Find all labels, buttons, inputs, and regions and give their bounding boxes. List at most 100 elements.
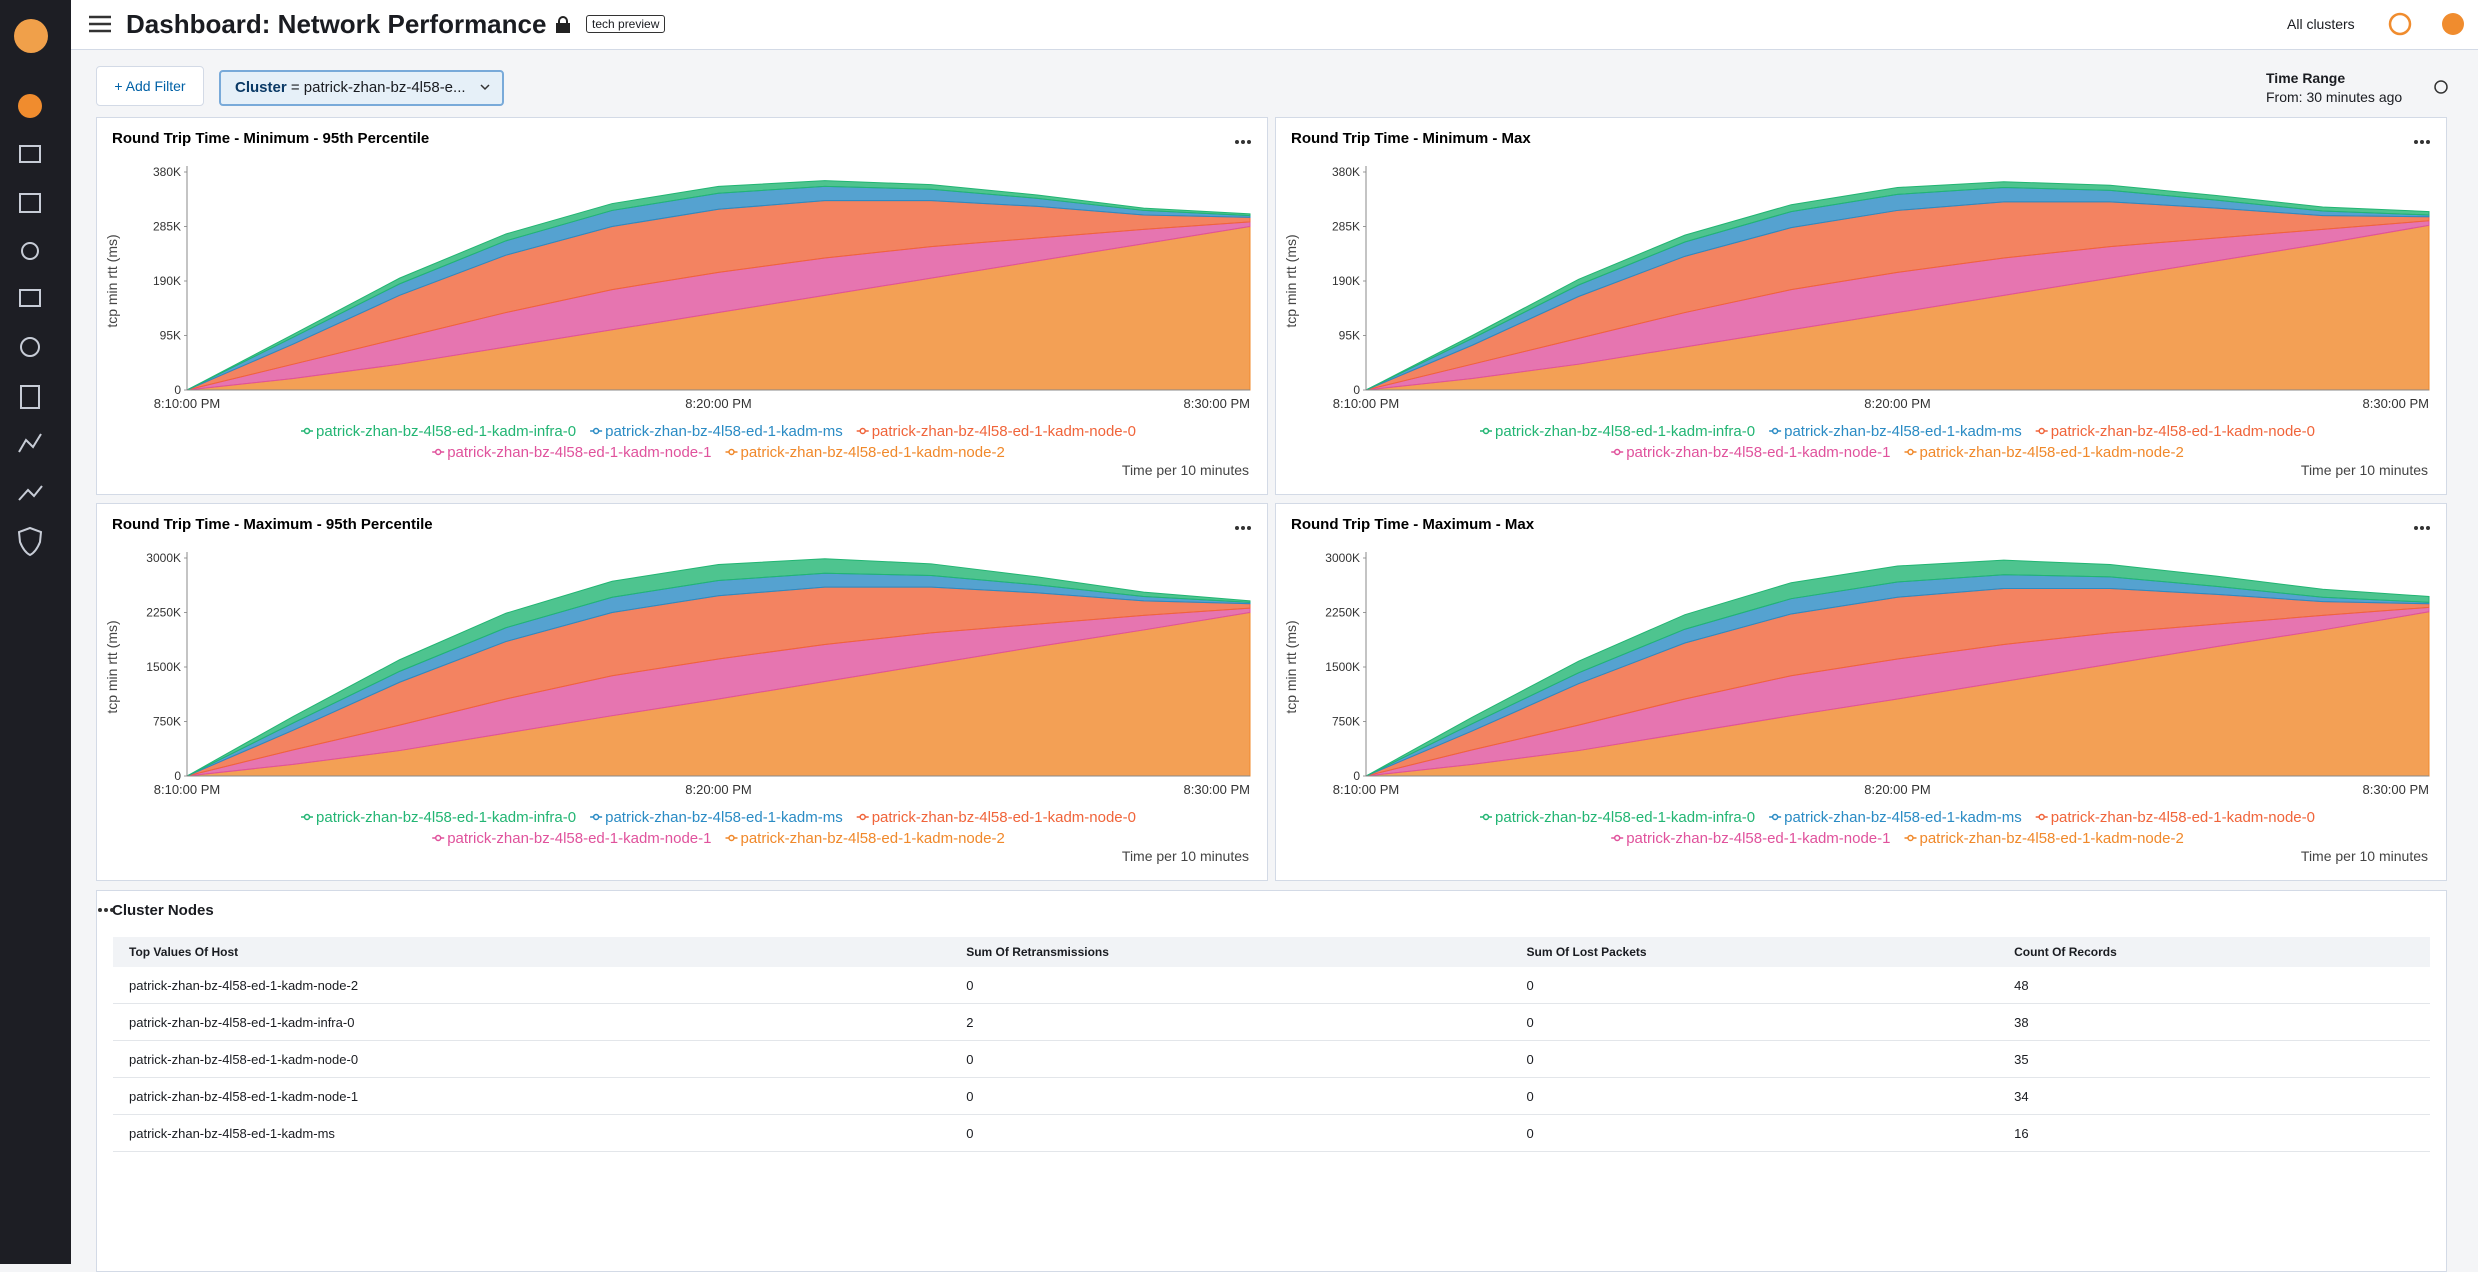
table-title: Cluster Nodes <box>112 902 214 919</box>
top-bar: Dashboard: Network Performance tech prev… <box>71 0 2478 50</box>
time-range-label: Time Range <box>2266 70 2346 86</box>
legend-label: patrick-zhan-bz-4l58-ed-1-kadm-node-2 <box>1920 444 2184 461</box>
legend-label: patrick-zhan-bz-4l58-ed-1-kadm-ms <box>1784 423 2022 440</box>
chart: Round Trip Time - Maximum - Max 0 750K 1500… <box>1283 516 2430 864</box>
legend-item: patrick-zhan-bz-4l58-ed-1-kadm-node-0 <box>2035 809 2315 826</box>
table-cell: 0 <box>1510 1077 1999 1115</box>
legend-label: patrick-zhan-bz-4l58-ed-1-kadm-node-1 <box>447 444 711 461</box>
legend-item: patrick-zhan-bz-4l58-ed-1-kadm-infra-0 <box>301 423 576 440</box>
table-cell: patrick-zhan-bz-4l58-ed-1-kadm-node-2 <box>113 967 951 1004</box>
header-row: Top Values Of Host Sum Of Retransmissions… <box>113 937 2430 967</box>
refresh-icon[interactable] <box>2432 78 2450 96</box>
time-range-value[interactable]: From: 30 minutes ago <box>2266 89 2403 105</box>
x-tick-label: 8:20:00 PM <box>685 782 752 797</box>
panel-menu[interactable] <box>97 907 115 913</box>
nav-icon[interactable] <box>19 289 41 307</box>
legend-item: patrick-zhan-bz-4l58-ed-1-kadm-infra-0 <box>301 809 576 826</box>
legend-item: patrick-zhan-bz-4l58-ed-1-kadm-node-2 <box>725 830 1005 847</box>
legend-item: patrick-zhan-bz-4l58-ed-1-kadm-ms <box>1769 809 2022 826</box>
cluster-scope[interactable]: All clusters <box>2287 16 2355 32</box>
y-tick-label: 190K <box>1332 274 1360 288</box>
y-tick-label: 380K <box>1332 165 1360 179</box>
table-cell: patrick-zhan-bz-4l58-ed-1-kadm-node-1 <box>113 1077 951 1115</box>
nav-icon[interactable] <box>20 385 40 409</box>
nav-icon[interactable] <box>19 145 41 163</box>
legend-marker <box>728 448 735 456</box>
table-cell: 0 <box>1510 1040 1999 1078</box>
legend-label: patrick-zhan-bz-4l58-ed-1-kadm-ms <box>1784 809 2022 826</box>
nav-icon[interactable] <box>18 94 42 118</box>
nav-icon[interactable] <box>18 433 42 453</box>
legend-label: patrick-zhan-bz-4l58-ed-1-kadm-node-1 <box>447 830 711 847</box>
legend-label: patrick-zhan-bz-4l58-ed-1-kadm-node-0 <box>2051 809 2315 826</box>
x-axis-label: Time per 10 minutes <box>1122 462 1249 478</box>
x-tick-label: 8:20:00 PM <box>1864 782 1931 797</box>
legend-marker <box>1613 448 1621 456</box>
y-tick-label: 0 <box>174 769 181 783</box>
nav-icon[interactable] <box>21 242 39 260</box>
nav-icon[interactable] <box>20 337 40 357</box>
y-axis-label: tcp min rtt (ms) <box>1283 620 1299 713</box>
header-icons <box>2388 12 2464 36</box>
y-tick-label: 95K <box>160 329 181 343</box>
nav-icon[interactable] <box>17 526 43 557</box>
add-filter-button[interactable]: + Add Filter <box>96 66 204 106</box>
logo <box>14 19 48 53</box>
y-tick-label: 3000K <box>1325 551 1360 565</box>
panel-menu[interactable] <box>1235 526 1251 530</box>
legend-item: patrick-zhan-bz-4l58-ed-1-kadm-ms <box>590 809 843 826</box>
y-tick-label: 3000K <box>146 551 181 565</box>
chart-title: Round Trip Time - Maximum - 95th Percent… <box>112 516 433 533</box>
chart-title: Round Trip Time - Maximum - Max <box>1291 516 1535 533</box>
table-cell: patrick-zhan-bz-4l58-ed-1-kadm-node-0 <box>113 1040 951 1078</box>
column-header: Count Of Records <box>1998 937 2430 967</box>
x-tick-label: 8:10:00 PM <box>1333 782 1400 797</box>
x-axis-label: Time per 10 minutes <box>2301 462 2428 478</box>
menu-button[interactable] <box>89 14 111 34</box>
table-cell: patrick-zhan-bz-4l58-ed-1-kadm-ms <box>113 1114 951 1152</box>
table-row: patrick-zhan-bz-4l58-ed-1-kadm-node-1 0 0 3… <box>113 1077 2430 1115</box>
table-body: patrick-zhan-bz-4l58-ed-1-kadm-node-2 0 0 4… <box>113 967 2430 1152</box>
panel-menu[interactable] <box>2414 140 2430 144</box>
y-tick-label: 380K <box>153 165 181 179</box>
y-axis-label: tcp min rtt (ms) <box>104 620 120 713</box>
legend-marker <box>2038 813 2045 821</box>
panel-menu[interactable] <box>1235 140 1251 144</box>
tech-preview-badge: tech preview <box>586 15 666 33</box>
legend-item: patrick-zhan-bz-4l58-ed-1-kadm-node-1 <box>432 444 712 461</box>
legend-marker <box>728 834 735 842</box>
y-tick-label: 95K <box>1339 329 1360 343</box>
chart-title: Round Trip Time - Minimum - 95th Percent… <box>112 130 429 147</box>
user-icon[interactable] <box>2442 13 2464 35</box>
table-row: patrick-zhan-bz-4l58-ed-1-kadm-node-2 0 0 4… <box>113 967 2430 1004</box>
x-tick-label: 8:10:00 PM <box>154 782 221 797</box>
legend-marker <box>1771 427 1779 435</box>
area <box>186 180 1251 391</box>
x-tick-label: 8:30:00 PM <box>2363 396 2430 411</box>
panel-menu[interactable] <box>2414 526 2430 530</box>
legend-item: patrick-zhan-bz-4l58-ed-1-kadm-node-2 <box>1904 444 2184 461</box>
table-row: patrick-zhan-bz-4l58-ed-1-kadm-ms 0 0 16 <box>113 1114 2430 1152</box>
y-tick-label: 750K <box>1332 715 1360 729</box>
nav-icon[interactable] <box>18 485 43 501</box>
x-tick-label: 8:20:00 PM <box>1864 396 1931 411</box>
nav-icon[interactable] <box>19 193 41 213</box>
lock-icon <box>556 16 570 33</box>
column-header: Sum Of Retransmissions <box>950 937 1511 967</box>
legend-marker <box>1771 813 1779 821</box>
history-icon[interactable] <box>2388 12 2412 36</box>
filter-chip[interactable]: Cluster = patrick-zhan-bz-4l58-e... <box>219 70 504 106</box>
table-cell: 2 <box>950 1003 1511 1041</box>
chart-title: Round Trip Time - Minimum - Max <box>1291 130 1531 147</box>
x-tick-label: 8:30:00 PM <box>1184 782 1251 797</box>
chart-panel: Round Trip Time - Maximum - 95th Percent… <box>96 503 1268 881</box>
legend-label: patrick-zhan-bz-4l58-ed-1-kadm-node-0 <box>872 809 1136 826</box>
legend-label: patrick-zhan-bz-4l58-ed-1-kadm-ms <box>605 423 843 440</box>
legend-item: patrick-zhan-bz-4l58-ed-1-kadm-node-0 <box>856 809 1136 826</box>
table-cell: patrick-zhan-bz-4l58-ed-1-kadm-infra-0 <box>113 1003 951 1041</box>
table-cell: 0 <box>950 967 1511 1004</box>
legend-marker <box>592 427 600 435</box>
dashboard-title: Dashboard: Network Performance <box>126 9 547 39</box>
table-panel: Cluster Nodes Top Values Of Host Sum Of R… <box>96 890 2447 1272</box>
